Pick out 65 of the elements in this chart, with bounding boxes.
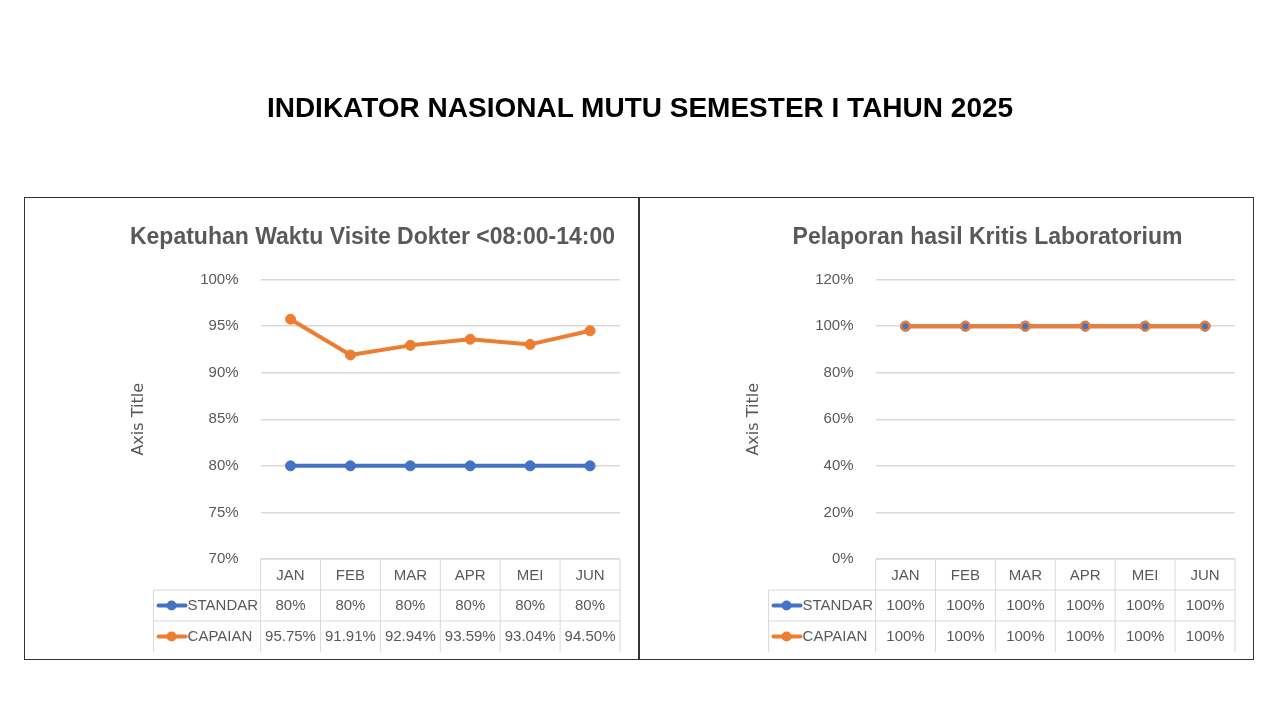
data-label: 100% [946,626,985,644]
x-tick-label: MAR [393,566,428,584]
y-tick-label: 75% [208,502,239,520]
x-tick-label: FEB [950,566,981,584]
data-label: 80% [335,595,366,613]
x-tick-label: JAN [276,566,305,584]
y-tick-label: 90% [208,362,239,380]
y-axis-title: Axis Title [742,383,762,456]
point [344,349,356,361]
point [404,339,416,351]
y-tick-label: 80% [208,456,239,474]
y-tick-label: 70% [208,549,239,567]
data-label: 100% [886,595,925,613]
y-tick-label: 100% [815,316,854,334]
x-tick-label: MEI [1131,566,1159,584]
data-label: 100% [1185,626,1225,644]
x-tick-label: JUN [575,566,605,584]
data-label: 100% [1066,595,1105,613]
y-tick-label: 85% [208,409,239,427]
x-tick-label: JAN [891,566,920,584]
legend-label: STANDAR [187,595,259,613]
y-tick-label: 100% [200,269,239,287]
data-label: 93.59% [444,626,496,644]
legend-label: STANDAR [802,595,874,613]
x-tick-label: APR [1069,566,1101,584]
text: INDIKATOR NASIONAL MUTU SEMESTER I TAHUN 2025 [265,92,1015,124]
x-tick-label: FEB [335,566,366,584]
data-label: 100% [886,626,925,644]
x-tick-label: APR [454,566,486,584]
y-tick-label: 80% [823,362,854,380]
point [524,338,536,350]
data-label: 91.91% [324,626,376,644]
data-label: 80% [395,595,426,613]
data-label: 100% [1006,626,1045,644]
data-label: 80% [275,595,306,613]
data-label: 94.50% [564,626,616,644]
x-tick-label: JUN [1190,566,1220,584]
data-label: 93.04% [504,626,556,644]
y-tick-label: 0% [831,549,854,567]
y-tick-label: 40% [823,456,854,474]
data-label: 100% [946,595,985,613]
y-tick-label: 20% [823,502,854,520]
y-tick-label: 120% [815,269,854,287]
x-tick-label: MAR [1008,566,1043,584]
legend-label: CAPAIAN [802,626,868,644]
data-label: 100% [1185,595,1225,613]
data-label: 95.75% [265,626,316,644]
data-label: 80% [455,595,486,613]
point [285,313,297,325]
legend-label: CAPAIAN [187,626,253,644]
data-label: 100% [1125,595,1165,613]
y-tick-label: 60% [823,409,854,427]
data-label: 92.94% [384,626,436,644]
data-label: 100% [1125,626,1165,644]
data-label: 80% [575,595,606,613]
y-tick-label: 95% [208,316,239,334]
y-axis-title: Axis Title [127,383,147,456]
x-tick-label: MEI [516,566,544,584]
data-label: 100% [1066,626,1105,644]
chart-title: Kepatuhan Waktu Visite Dokter <08:00-14:00 [129,223,616,250]
data-label: 100% [1006,595,1045,613]
data-label: 80% [515,595,546,613]
point [584,325,596,337]
chart-title: Pelaporan hasil Kritis Laboratorium [792,223,1183,250]
point [464,333,476,345]
